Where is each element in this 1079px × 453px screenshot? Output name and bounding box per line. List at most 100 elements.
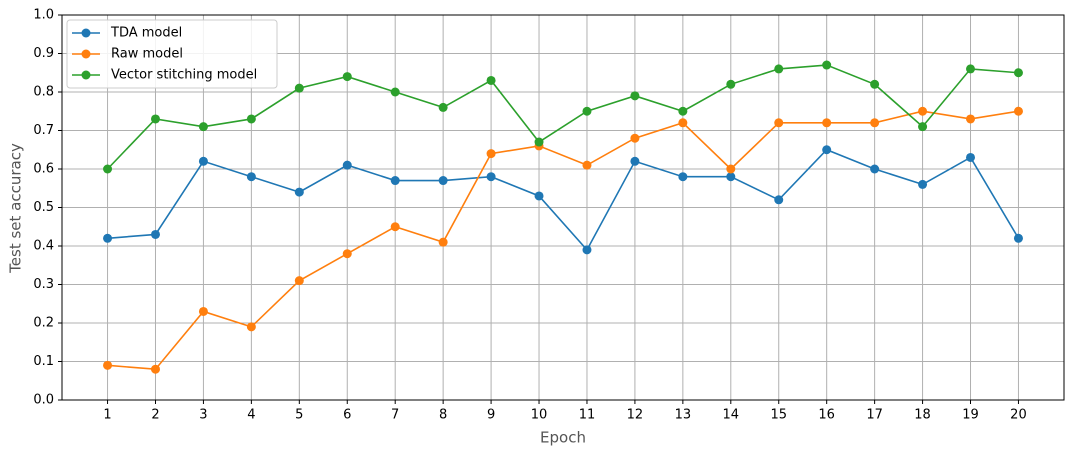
data-point — [582, 245, 592, 255]
legend-marker — [81, 28, 91, 38]
data-point — [342, 249, 352, 259]
x-tick-label: 9 — [487, 408, 495, 423]
data-point — [678, 118, 688, 128]
data-point — [822, 60, 832, 70]
x-tick-label: 11 — [579, 408, 596, 423]
data-point — [1013, 106, 1023, 116]
data-point — [678, 106, 688, 116]
data-point — [1013, 233, 1023, 243]
data-point — [726, 79, 736, 89]
x-tick-label: 13 — [675, 408, 692, 423]
y-tick-label: 0.1 — [33, 354, 54, 369]
data-point — [774, 118, 784, 128]
data-point — [150, 114, 160, 124]
data-point — [438, 102, 448, 112]
legend-label: Raw model — [111, 47, 183, 62]
data-point — [438, 237, 448, 247]
legend-label: Vector stitching model — [111, 68, 257, 83]
data-point — [582, 160, 592, 170]
data-point — [822, 118, 832, 128]
data-point — [870, 79, 880, 89]
data-point — [198, 156, 208, 166]
data-point — [726, 172, 736, 182]
data-point — [630, 91, 640, 101]
legend-box — [66, 19, 278, 89]
data-point — [198, 122, 208, 132]
data-point — [103, 164, 113, 174]
y-tick-label: 0.8 — [33, 85, 54, 100]
data-point — [198, 306, 208, 316]
data-point — [390, 222, 400, 232]
data-point — [486, 149, 496, 159]
data-point — [822, 145, 832, 155]
y-tick-label: 0.9 — [33, 46, 54, 61]
series-line — [107, 148, 1020, 252]
x-tick-label: 16 — [818, 408, 835, 423]
x-tick-label: 8 — [439, 408, 447, 423]
data-point — [966, 152, 976, 162]
data-point — [294, 83, 304, 93]
y-tick-label: 1.0 — [33, 8, 54, 23]
data-point — [918, 122, 928, 132]
data-point — [534, 191, 544, 201]
data-point — [678, 172, 688, 182]
plot-frame — [61, 14, 1065, 401]
data-point — [870, 118, 880, 128]
x-tick-label: 14 — [723, 408, 740, 423]
x-tick-label: 2 — [151, 408, 159, 423]
series-line — [106, 64, 1019, 170]
x-axis-label: Epoch — [540, 429, 586, 447]
data-point — [150, 229, 160, 239]
data-point — [486, 172, 496, 182]
data-point — [103, 360, 113, 370]
x-tick-label: 18 — [914, 408, 931, 423]
x-tick-label: 4 — [247, 408, 255, 423]
data-point — [390, 87, 400, 97]
data-point — [342, 160, 352, 170]
data-point — [294, 276, 304, 286]
legend-marker — [81, 49, 91, 59]
x-tick-label: 17 — [866, 408, 883, 423]
x-tick-label: 7 — [391, 408, 399, 423]
y-tick-label: 0.6 — [33, 162, 54, 177]
data-point — [246, 322, 256, 332]
data-point — [390, 176, 400, 186]
data-point — [918, 179, 928, 189]
data-point — [966, 114, 976, 124]
y-tick-label: 0.3 — [33, 277, 54, 292]
data-point — [774, 64, 784, 74]
data-point — [150, 364, 160, 374]
data-point — [342, 72, 352, 82]
data-point — [486, 75, 496, 85]
x-tick-label: 12 — [627, 408, 644, 423]
data-point — [246, 172, 256, 182]
legend: TDA model Raw model Vector stitching model — [66, 19, 278, 89]
x-tick-label: 1 — [103, 408, 111, 423]
x-tick-label: 5 — [295, 408, 303, 423]
y-tick-label: 0.0 — [33, 393, 54, 408]
data-point — [438, 176, 448, 186]
data-point — [630, 156, 640, 166]
data-point — [534, 137, 544, 147]
x-tick-label: 15 — [770, 408, 787, 423]
data-point — [1013, 68, 1023, 78]
series-line — [107, 110, 1019, 371]
data-point — [966, 64, 976, 74]
data-point — [582, 106, 592, 116]
x-tick-label: 6 — [343, 408, 351, 423]
y-tick-label: 0.7 — [33, 123, 54, 138]
x-tick-label: 3 — [199, 408, 207, 423]
data-point — [726, 164, 736, 174]
data-point — [870, 164, 880, 174]
x-tick-label: 19 — [962, 408, 979, 423]
y-tick-label: 0.5 — [33, 200, 54, 215]
y-axis-label: Test set accuracy — [7, 143, 25, 274]
y-tick-label: 0.2 — [33, 316, 54, 331]
x-tick-label: 10 — [531, 408, 548, 423]
data-point — [630, 133, 640, 143]
data-point — [294, 187, 304, 197]
legend-label: TDA model — [110, 26, 182, 41]
x-tick-label: 20 — [1010, 408, 1027, 423]
data-point — [774, 195, 784, 205]
